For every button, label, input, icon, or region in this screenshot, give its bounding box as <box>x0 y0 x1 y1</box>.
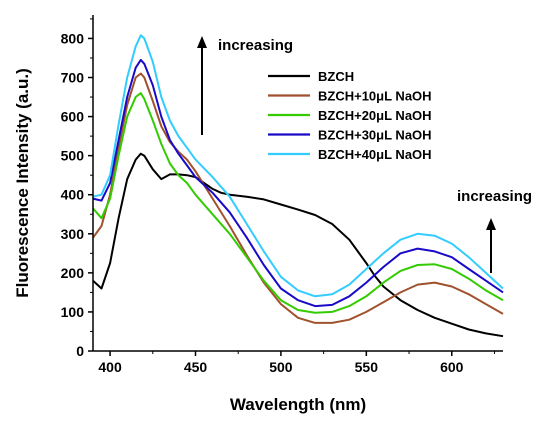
y-tick-label: 300 <box>61 226 85 242</box>
ticks-layer: 400 450 500 550 600 0 100 200 300 400 500 600 700 800 <box>61 18 495 375</box>
x-tick-label: 550 <box>355 359 379 375</box>
x-tick-label: 450 <box>184 359 208 375</box>
y-tick-label: 700 <box>61 70 85 86</box>
series-line-5 <box>92 34 504 298</box>
increasing-annotation-left: increasing <box>197 36 293 135</box>
y-tick-label: 800 <box>61 30 85 46</box>
x-tick-label: 400 <box>98 359 122 375</box>
legend-label-2: BZCH+10μL NaOH <box>318 89 432 104</box>
legend-label-5: BZCH+40μL NaOH <box>318 147 432 162</box>
x-tick-label: 600 <box>440 359 464 375</box>
y-tick-label: 0 <box>76 343 84 359</box>
x-axis-title: Wavelength (nm) <box>230 395 366 414</box>
legend-label-1: BZCH <box>318 69 354 84</box>
series-line-4 <box>92 58 504 308</box>
y-axis-title: Fluorescence Intensity (a.u.) <box>13 68 32 298</box>
y-tick-label: 600 <box>61 109 85 125</box>
y-tick-label: 200 <box>61 265 85 281</box>
up-arrow-head-icon <box>486 218 496 230</box>
annotation-label: increasing <box>218 37 293 54</box>
up-arrow-head-icon <box>197 36 207 48</box>
series-line-1 <box>92 152 504 338</box>
x-tick-label: 500 <box>269 359 293 375</box>
legend-label-3: BZCH+20μL NaOH <box>318 108 432 123</box>
legend-label-4: BZCH+30μL NaOH <box>318 128 432 143</box>
increasing-annotation-right: increasing <box>457 188 532 273</box>
annotation-label: increasing <box>457 188 532 205</box>
series-line-2 <box>92 72 504 324</box>
y-tick-label: 500 <box>61 148 85 164</box>
y-tick-label: 400 <box>61 187 85 203</box>
series-line-3 <box>92 92 504 314</box>
axes-layer <box>92 15 503 352</box>
series-layer <box>92 34 504 338</box>
legend: BZCH BZCH+10μL NaOH BZCH+20μL NaOH BZCH+30μ… <box>268 69 432 162</box>
y-tick-label: 100 <box>61 304 85 320</box>
